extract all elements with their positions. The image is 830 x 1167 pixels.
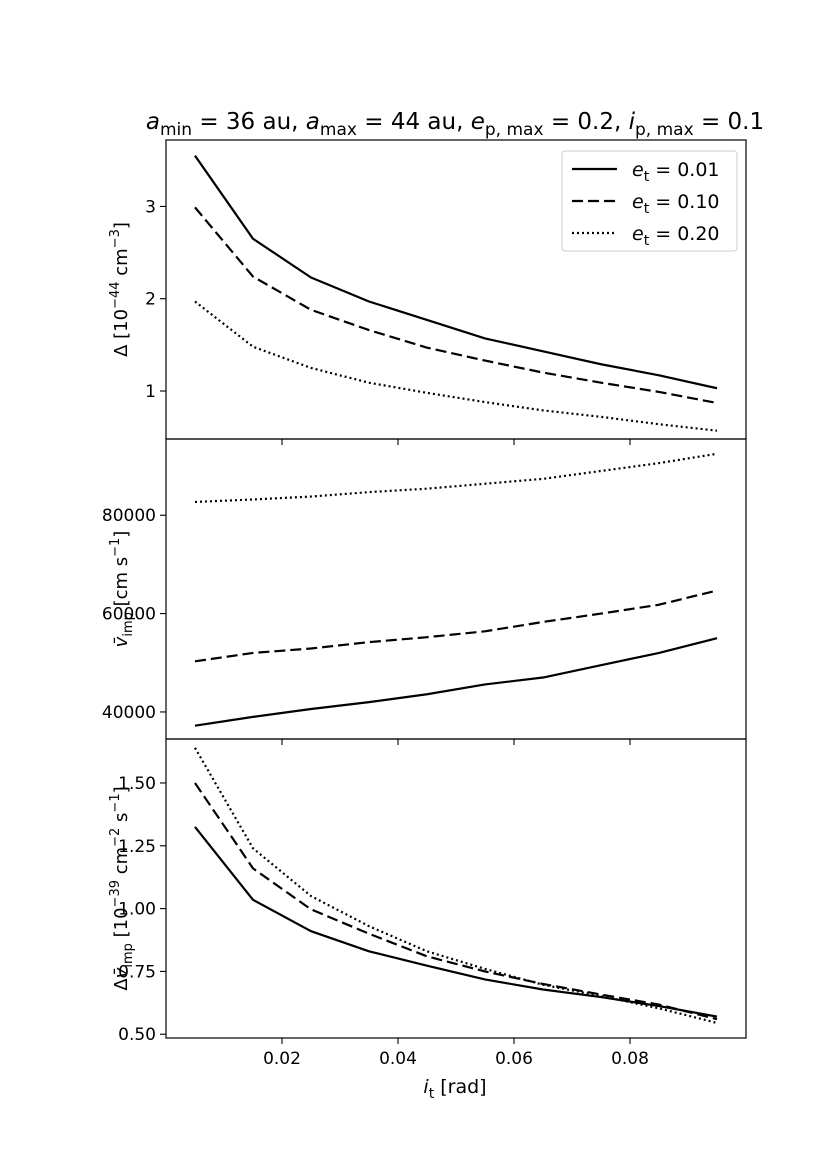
x-tick-label: 0.02 bbox=[263, 1049, 301, 1069]
series-line-delta-0 bbox=[194, 155, 718, 390]
plot-panels: 1 2 3 Δ [10−44 cm−3] 40000 60000 80000 v̄imp [c… bbox=[102, 139, 747, 1069]
y-tick-label: 80000 bbox=[102, 506, 156, 526]
y-axis-label: v̄imp [cm s−1] bbox=[108, 531, 136, 648]
panel-frame bbox=[165, 438, 747, 740]
panel-v_imp: 40000 60000 80000 v̄imp [cm s−1] bbox=[102, 438, 747, 745]
x-axis-label: it [rad] bbox=[423, 1076, 486, 1102]
legend-label-0: et = 0.01 bbox=[632, 159, 720, 185]
series-line-delta_v_imp-1 bbox=[194, 782, 718, 1021]
y-tick-label: 2 bbox=[145, 290, 156, 310]
y-tick-label: 40000 bbox=[102, 703, 156, 723]
y-tick-label: 0.75 bbox=[118, 962, 156, 982]
chart-title: amin = 36 au, amax = 44 au, ep, max = 0.… bbox=[146, 109, 764, 140]
y-axis-label: Δv̄imp [10−39 cm−2 s−1] bbox=[108, 786, 136, 990]
legend-label-2: et = 0.20 bbox=[632, 223, 720, 249]
series-line-delta_v_imp-0 bbox=[194, 826, 718, 1018]
y-tick-label: 60000 bbox=[102, 605, 156, 625]
x-tick-label: 0.08 bbox=[611, 1049, 649, 1069]
y-tick-label: 1.50 bbox=[118, 774, 156, 794]
series-line-v_imp-0 bbox=[194, 637, 718, 727]
legend-box bbox=[561, 150, 738, 252]
y-axis-label: Δ [10−44 cm−3] bbox=[108, 222, 132, 357]
series-line-delta_v_imp-2 bbox=[194, 747, 718, 1024]
y-tick-label: 3 bbox=[145, 197, 156, 217]
panel-delta: 1 2 3 Δ [10−44 cm−3] bbox=[108, 139, 747, 445]
series-line-v_imp-2 bbox=[194, 452, 718, 504]
y-tick-label: 1.00 bbox=[118, 900, 156, 920]
y-tick-label: 1 bbox=[145, 382, 156, 402]
panel-frame bbox=[165, 738, 747, 1039]
series-line-v_imp-1 bbox=[194, 589, 718, 663]
legend-label-1: et = 0.10 bbox=[632, 191, 720, 217]
x-tick-label: 0.06 bbox=[495, 1049, 533, 1069]
panel-delta_v_imp: 0.50 0.75 1.00 1.25 1.50 0.02 0.04 0.06 0.08 Δv̄i… bbox=[108, 738, 747, 1069]
legend: et = 0.01 et = 0.10 et = 0.20 bbox=[561, 150, 738, 252]
series-line-delta-1 bbox=[194, 206, 718, 405]
y-tick-label: 1.25 bbox=[118, 837, 156, 857]
y-tick-label: 0.50 bbox=[118, 1025, 156, 1045]
series-line-delta-2 bbox=[194, 300, 718, 432]
x-tick-label: 0.04 bbox=[379, 1049, 417, 1069]
